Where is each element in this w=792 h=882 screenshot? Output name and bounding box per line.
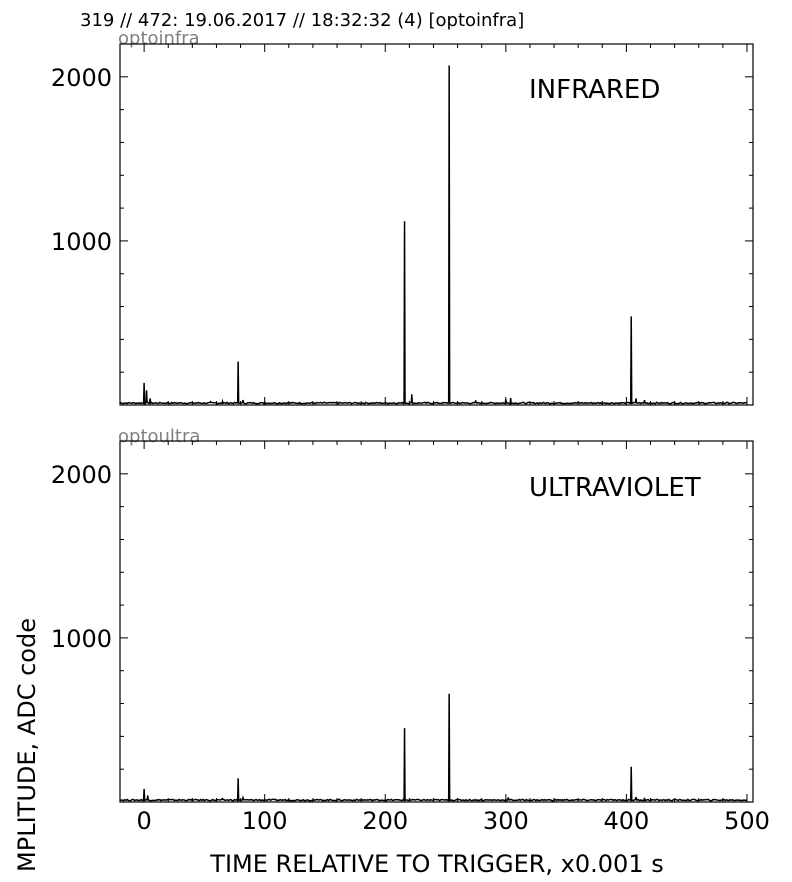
x-axis-label: TIME RELATIVE TO TRIGGER, x0.001 s xyxy=(209,850,663,878)
panel-name-label: optoinfra xyxy=(118,28,200,49)
plot-frame xyxy=(119,440,754,803)
panel-title: INFRARED xyxy=(529,75,660,105)
y-tick-label: 1000 xyxy=(51,625,112,653)
signal-trace xyxy=(119,65,748,406)
signal-trace xyxy=(119,693,748,803)
x-tick-label: 500 xyxy=(724,807,770,835)
panel-title: ULTRAVIOLET xyxy=(529,473,701,503)
x-tick-labels: 0 100 200 300 400 500 xyxy=(136,807,769,835)
x-tick-label: 300 xyxy=(483,807,529,835)
x-tick-label: 200 xyxy=(362,807,408,835)
plot-frame xyxy=(119,43,754,406)
y-tick-labels: 1000 2000 xyxy=(51,64,112,256)
x-tick-label: 100 xyxy=(242,807,288,835)
panel-name-label: optoultra xyxy=(118,426,200,447)
infrared-panel: optoinfra INFRARED 1000 2000 xyxy=(51,28,754,406)
y-tick-labels: 1000 2000 xyxy=(51,461,112,653)
figure-title: 319 // 472: 19.06.2017 // 18:32:32 (4) [… xyxy=(80,10,524,31)
y-tick-label: 2000 xyxy=(51,461,112,489)
ultraviolet-panel: optoultra ULTRAVIOLET 1000 2000 0 100 200 30… xyxy=(51,426,770,835)
axis-ticks xyxy=(119,43,753,405)
y-tick-label: 1000 xyxy=(51,228,112,256)
y-axis-label: MPLITUDE, ADC code xyxy=(13,618,41,872)
axis-ticks xyxy=(119,440,753,802)
x-tick-label: 400 xyxy=(603,807,649,835)
x-tick-label: 0 xyxy=(136,807,151,835)
y-tick-label: 2000 xyxy=(51,64,112,92)
